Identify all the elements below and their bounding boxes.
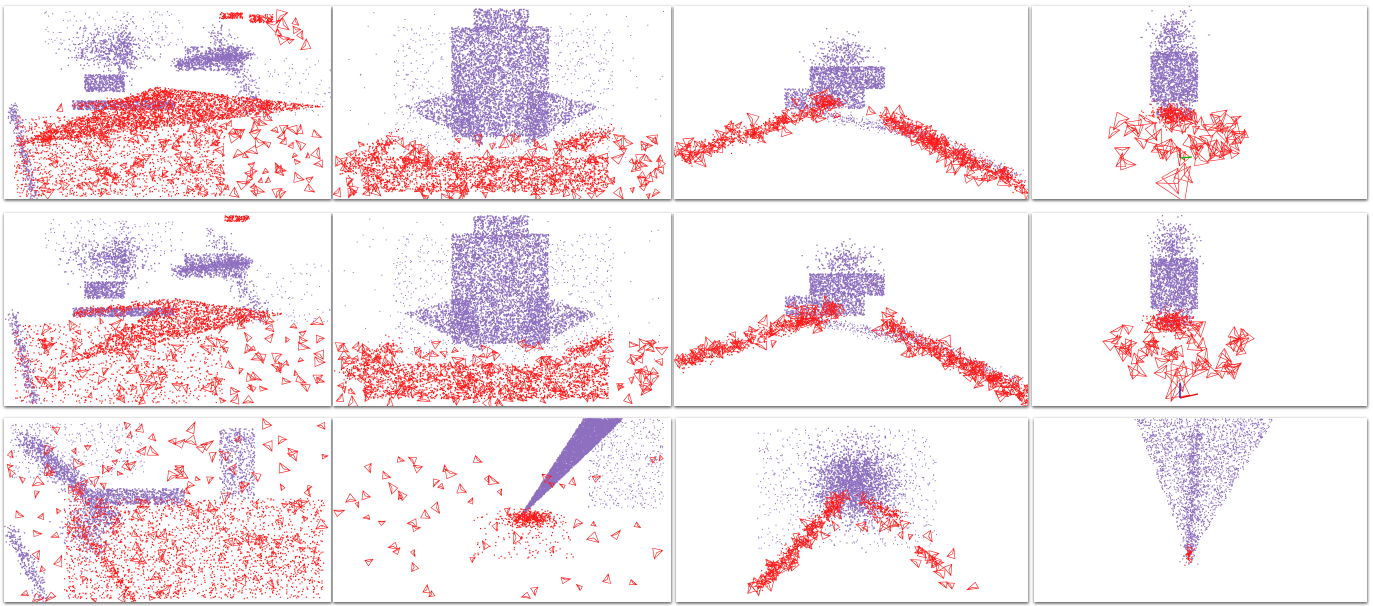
point-cloud-view xyxy=(333,418,664,599)
point-cloud-view xyxy=(1102,215,1255,403)
panel-r3-c2 xyxy=(333,418,671,602)
camera-frustums xyxy=(34,9,323,199)
camera-centers xyxy=(1184,543,1196,566)
camera-centers xyxy=(473,507,574,559)
point-cloud-view xyxy=(1134,418,1273,566)
panel-r2-c1 xyxy=(4,213,331,406)
camera-frustums xyxy=(1102,314,1255,403)
camera-centers xyxy=(337,123,618,193)
panel-r2-c4 xyxy=(1032,213,1367,406)
panel-r2-c3 xyxy=(674,213,1028,406)
structure-points xyxy=(343,215,660,384)
panel-r1-c4 xyxy=(1032,6,1367,199)
panel-r3-c1 xyxy=(4,418,331,602)
camera-frustums xyxy=(1108,109,1249,199)
point-cloud-view xyxy=(674,238,1028,406)
point-cloud-view xyxy=(1108,6,1249,199)
camera-frustums xyxy=(333,132,667,199)
structure-points xyxy=(4,423,256,602)
camera-centers xyxy=(64,498,325,602)
panel-r3-c3 xyxy=(676,418,1028,602)
point-cloud-view xyxy=(747,425,980,597)
axis-red xyxy=(1179,393,1199,399)
point-cloud-view xyxy=(674,28,1028,199)
panel-r3-c4 xyxy=(1034,418,1367,602)
camera-frustums xyxy=(34,308,326,405)
panel-r1-c3 xyxy=(674,6,1028,199)
camera-centers xyxy=(11,12,324,198)
structure-points xyxy=(1134,418,1273,565)
structure-points xyxy=(1140,6,1210,120)
structure-points xyxy=(783,28,1024,179)
axis-green xyxy=(1179,156,1193,159)
point-cloud-view xyxy=(4,418,329,602)
camera-frustums xyxy=(334,338,669,406)
camera-centers xyxy=(1141,305,1203,338)
camera-frustums xyxy=(674,294,1028,406)
structure-points xyxy=(756,425,937,553)
point-cloud-view xyxy=(5,215,331,406)
camera-frustums xyxy=(6,418,329,602)
structure-points xyxy=(518,418,664,519)
camera-frustums xyxy=(333,454,664,599)
camera-centers xyxy=(1140,100,1196,131)
panel-r2-c2 xyxy=(333,213,671,406)
structure-points xyxy=(1147,215,1204,327)
camera-centers xyxy=(14,215,282,404)
panel-r1-c2 xyxy=(333,6,671,199)
structure-points xyxy=(348,8,664,177)
point-cloud-view xyxy=(333,8,667,199)
camera-frustums xyxy=(747,489,980,597)
point-cloud-view xyxy=(7,9,331,199)
camera-frustums xyxy=(674,88,1028,199)
point-cloud-view xyxy=(334,215,669,406)
panel-r1-c1 xyxy=(4,6,331,199)
structure-points xyxy=(784,238,1024,387)
